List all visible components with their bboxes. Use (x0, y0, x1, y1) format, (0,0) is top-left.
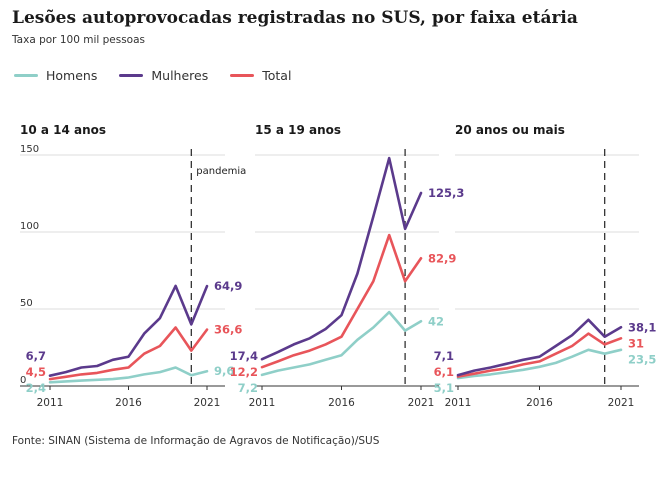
x-tick-label: 2016 (328, 397, 355, 409)
panel-title: 10 a 14 anos (20, 123, 106, 137)
series-line-total (48, 326, 209, 381)
data-label-start-total: 4,5 (26, 365, 46, 379)
x-tick-label: 2016 (115, 397, 142, 409)
legend-label-total: Total (262, 68, 292, 83)
panel-1: 10 a 14 anos 0 50 100 150 2011 2016 2021 pandemi… (20, 123, 246, 409)
data-label-end-homens: 42 (428, 314, 444, 328)
x-tick-label: 2011 (249, 397, 276, 409)
data-label-end-mulheres: 38,1 (628, 320, 656, 334)
y-tick-label: 50 (20, 298, 33, 309)
legend-swatch-total (230, 74, 255, 77)
legend-label-mulheres: Mulheres (151, 68, 209, 83)
panel-title: 15 a 19 anos (255, 123, 341, 137)
pandemic-annotation: pandemia (196, 166, 246, 177)
legend-item-homens: Homens (14, 68, 97, 83)
panel-title: 20 anos ou mais (455, 123, 565, 137)
legend-swatch-homens (14, 74, 38, 77)
x-tick-label: 2016 (526, 397, 553, 409)
data-label-end-total: 36,6 (214, 323, 242, 337)
data-label-start-mulheres: 17,4 (230, 349, 258, 363)
source-note: Fonte: SINAN (Sistema de Informação de A… (12, 435, 380, 447)
data-label-start-homens: 2,4 (26, 381, 46, 395)
data-label-start-total: 12,2 (230, 365, 258, 379)
panel-2: 15 a 19 anos 2011 2016 2021 17,4 12,2 7,2 125,3… (230, 123, 465, 409)
legend-label-homens: Homens (46, 68, 98, 83)
x-tick-label: 2011 (37, 397, 64, 409)
y-tick-label: 0 (20, 375, 26, 386)
data-label-start-homens: 7,2 (238, 381, 258, 395)
legend-swatch-mulheres (119, 74, 144, 77)
series-line-homens (456, 348, 623, 380)
data-label-end-homens: 23,5 (628, 352, 656, 366)
data-label-start-total: 6,1 (434, 365, 454, 379)
series-line-total (456, 332, 623, 378)
x-tick-label: 2021 (194, 397, 221, 409)
legend-item-total: Total (230, 68, 291, 83)
data-label-end-total: 31 (628, 336, 644, 350)
chart-subtitle: Taxa por 100 mil pessoas (12, 34, 146, 46)
data-label-end-homens: 9,6 (214, 364, 234, 378)
y-tick-label: 100 (20, 221, 39, 232)
data-label-end-mulheres: 64,9 (214, 279, 242, 293)
series-line-homens (48, 366, 209, 384)
x-tick-label: 2011 (445, 397, 472, 409)
data-label-start-mulheres: 6,7 (26, 349, 46, 363)
legend-item-mulheres: Mulheres (119, 68, 208, 83)
panel-3: 20 anos ou mais 2011 2016 2021 7,1 6,1 5,1 38,1… (434, 123, 657, 409)
series-line-mulheres (260, 156, 423, 361)
series-line-mulheres (48, 284, 209, 378)
series-line-mulheres (456, 318, 623, 377)
y-tick-label: 150 (20, 144, 39, 155)
series-line-homens (260, 310, 423, 377)
x-tick-label: 2021 (408, 397, 435, 409)
legend: Homens Mulheres Total (14, 68, 291, 83)
data-label-end-mulheres: 125,3 (428, 186, 464, 200)
data-label-start-mulheres: 7,1 (434, 349, 454, 363)
data-label-start-homens: 5,1 (434, 381, 454, 395)
chart-title: Lesões autoprovocadas registradas no SUS… (12, 8, 578, 28)
data-label-end-total: 82,9 (428, 251, 456, 265)
series-line-total (260, 233, 423, 369)
x-tick-label: 2021 (608, 397, 635, 409)
